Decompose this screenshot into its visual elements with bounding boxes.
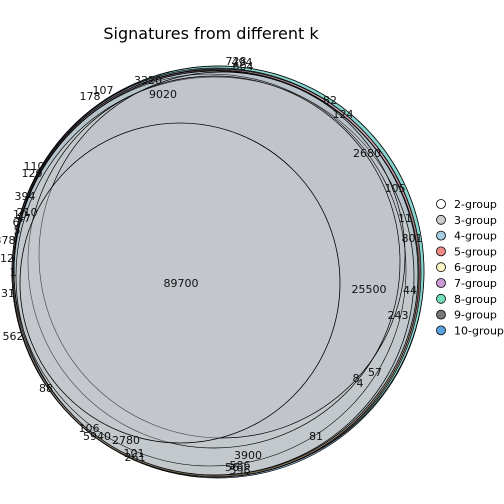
legend-label: 6-group [454,261,497,274]
region-label: 210 [17,206,38,219]
legend-entry: 9-group [436,309,497,322]
region-label: 107 [93,84,114,97]
region-label: 2780 [112,434,140,447]
inner-circle-c [13,73,407,467]
legend-entry: 5-group [436,245,497,258]
region-label: 562 [3,330,24,343]
legend-swatch [436,325,446,336]
region-label: 44 [403,284,417,297]
region-label: 56 [225,461,239,474]
region-label: 8 [353,372,360,385]
region-label: 494 [232,56,253,69]
region-label: 6 [13,216,20,229]
legend-swatch [436,293,446,304]
region-label: 604 [233,60,254,73]
legend-entry: 3-group [436,214,497,227]
region-label: 124 [333,108,354,121]
region-label: 5 [14,224,21,237]
group-circles [11,65,425,479]
legend-swatch [436,214,446,225]
diagram-title: Signatures from different k [103,24,319,43]
region-label: 596 [230,464,251,477]
region-label: 47 [17,212,31,225]
inner-circle-b [27,75,401,449]
legend-label: 8-group [454,293,497,306]
region-label: 2680 [353,147,381,160]
legend-label: 7-group [454,277,497,290]
region-label: 801 [402,232,423,245]
region-label: 3900 [234,449,262,462]
region-label: 728 [226,55,247,68]
region-label: 82 [323,94,337,107]
legend-swatch [436,199,446,209]
region-label: 261 [125,451,146,464]
region-label: 1 [10,266,17,279]
region-label: 12 [0,252,14,265]
legend-label: 2-group [454,198,497,211]
region-label: 394 [15,190,36,203]
legend-label: 3-group [454,214,497,227]
legend-entry: 4-group [436,230,497,243]
region-label: 88 [39,382,53,395]
region-label: 89700 [164,277,199,290]
region-label: 105 [385,182,406,195]
inner-circle-a [38,71,406,439]
region-label: 120 [22,167,43,180]
region-label: 3320 [134,74,162,87]
region-label: 586 [230,459,251,472]
legend-swatch [436,309,446,320]
legend-swatch [436,230,446,241]
legend-entry: 6-group [436,261,497,274]
region-label: 11 [398,212,412,225]
group-circle-3 [15,76,415,476]
region-label: 9020 [149,88,177,101]
region-label: 31 [1,287,15,300]
legend: 2-group 3-group 4-group 5-group 6-group 7-gro… [436,198,504,337]
region-label: 110 [24,160,45,173]
region-label: 101 [124,447,145,460]
region-label: 378 [0,234,16,247]
region-label: 57 [368,366,382,379]
legend-entry: 2-group [436,198,497,211]
region-label: 25500 [352,283,387,296]
region-label: 4 [357,377,364,390]
region-label: 178 [80,90,101,103]
region-label: 106 [79,422,100,435]
region-label: 10 [13,208,27,221]
region-label: 5940 [83,430,111,443]
legend-swatch [436,246,446,257]
region-label: 81 [309,430,323,443]
legend-entry: 10-group [436,324,504,337]
region-label: 243 [388,309,409,322]
legend-label: 9-group [454,309,497,322]
legend-label: 4-group [454,230,497,243]
legend-swatch [436,278,446,288]
legend-label: 10-group [454,324,504,337]
legend-entry: 8-group [436,293,497,306]
group-circle-2 [19,122,341,444]
legend-label: 5-group [454,245,497,258]
legend-swatch [436,262,446,273]
legend-entry: 7-group [436,277,497,290]
